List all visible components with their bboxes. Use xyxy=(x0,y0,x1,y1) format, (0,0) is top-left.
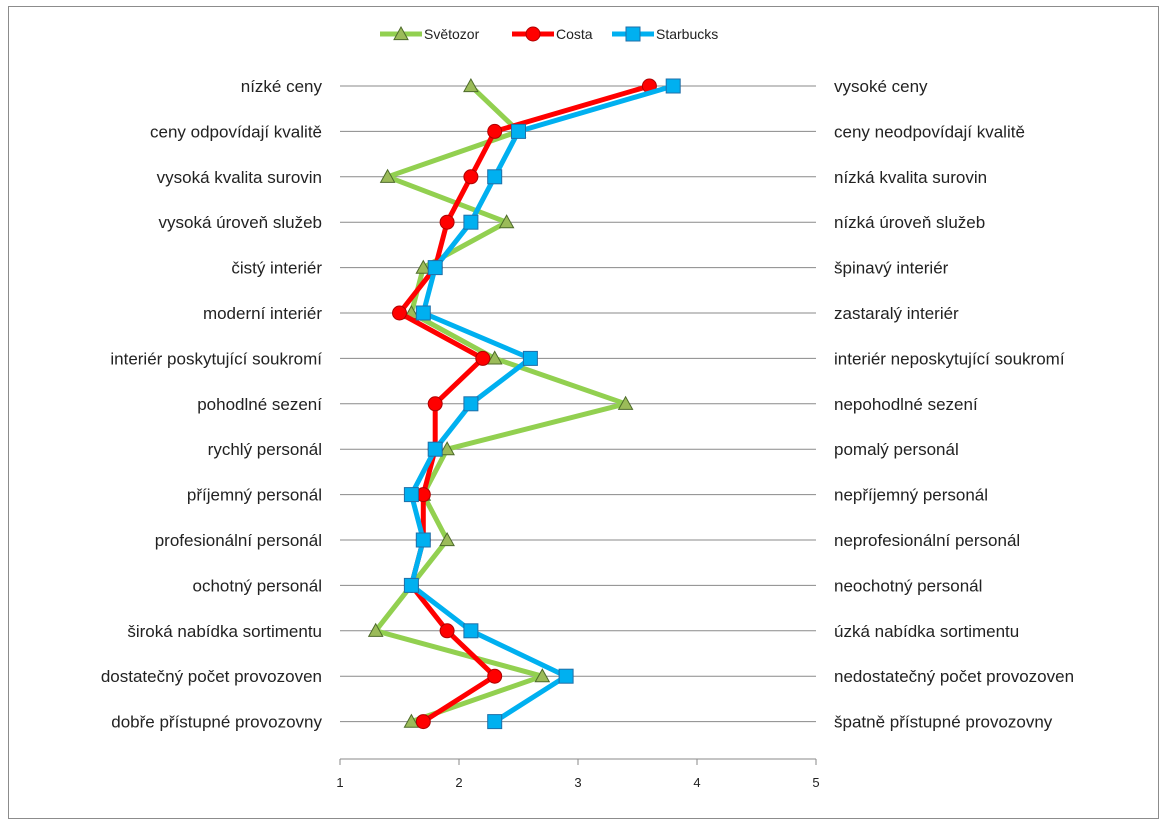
category-label-right: zastaralý interiér xyxy=(834,304,959,323)
category-label-left: profesionální personál xyxy=(155,531,322,550)
data-point xyxy=(415,714,431,730)
legend-item: Starbucks xyxy=(612,26,718,42)
data-point xyxy=(498,214,515,229)
category-label-left: ochotný personál xyxy=(193,576,322,595)
category-label-right: špatně přístupné provozovny xyxy=(834,713,1053,732)
data-point xyxy=(463,169,479,185)
data-point xyxy=(463,214,479,230)
legend-item: Costa xyxy=(512,26,593,42)
data-point xyxy=(463,77,479,93)
category-label-left: dobře přístupné provozovny xyxy=(111,713,322,732)
left-category-labels: nízké ceny ceny odpovídají kvalitě vysoká … xyxy=(101,77,323,732)
x-tick-label: 1 xyxy=(336,775,343,790)
x-axis: 1 2 3 4 5 xyxy=(336,758,820,790)
data-point xyxy=(511,123,526,139)
data-point xyxy=(379,168,396,183)
legend: Světozor Costa Starbucks xyxy=(380,25,718,42)
legend-label: Costa xyxy=(556,26,593,42)
category-label-right: nepohodlné sezení xyxy=(834,395,978,414)
right-category-labels: vysoké ceny ceny neodpovídají kvalitě nízk… xyxy=(834,77,1074,732)
category-label-right: nízká kvalita surovin xyxy=(834,168,987,187)
legend-marker xyxy=(625,26,641,42)
data-point xyxy=(487,714,503,730)
data-point xyxy=(367,622,384,637)
legend-label: Světozor xyxy=(424,26,480,42)
data-point xyxy=(522,350,538,366)
series-layer xyxy=(367,77,681,730)
data-point xyxy=(463,623,479,639)
legend-marker xyxy=(393,25,409,41)
data-point xyxy=(486,350,503,365)
data-point xyxy=(487,169,503,185)
x-tick-label: 4 xyxy=(693,775,700,790)
category-label-right: neochotný personál xyxy=(834,576,982,595)
data-point xyxy=(427,441,443,457)
legend-item: Světozor xyxy=(380,25,480,42)
category-label-left: nízké ceny xyxy=(241,77,323,96)
category-label-left: interiér poskytující soukromí xyxy=(110,349,322,368)
series-0 xyxy=(367,77,634,728)
legend-label: Starbucks xyxy=(656,26,718,42)
data-point xyxy=(415,532,431,548)
x-tick-label: 2 xyxy=(455,775,462,790)
category-label-right: ceny neodpovídají kvalitě xyxy=(834,122,1025,141)
data-point xyxy=(665,78,681,94)
category-label-left: ceny odpovídají kvalitě xyxy=(150,122,322,141)
category-label-left: čistý interiér xyxy=(231,259,322,278)
data-point xyxy=(558,668,574,684)
data-point xyxy=(415,305,431,321)
category-label-left: dostatečný počet provozoven xyxy=(101,667,322,686)
data-point xyxy=(534,668,551,683)
category-label-right: nízká úroveň služeb xyxy=(834,213,985,232)
data-point xyxy=(439,441,455,456)
data-point xyxy=(439,623,455,639)
data-point xyxy=(617,395,634,410)
data-point xyxy=(487,668,503,684)
category-label-right: pomalý personál xyxy=(834,440,959,459)
category-label-right: interiér neposkytující soukromí xyxy=(834,349,1065,368)
data-point xyxy=(392,305,407,321)
data-point xyxy=(439,214,455,230)
series-2 xyxy=(403,78,681,730)
category-label-right: nepříjemný personál xyxy=(834,486,988,505)
category-label-right: špinavý interiér xyxy=(834,259,949,278)
data-point xyxy=(463,396,479,412)
data-point xyxy=(439,531,455,547)
category-label-left: příjemný personál xyxy=(187,486,322,505)
data-point xyxy=(427,396,443,412)
data-point xyxy=(415,259,432,274)
category-label-left: vysoká kvalita surovin xyxy=(157,168,322,187)
x-tick-label: 5 xyxy=(812,775,819,790)
category-label-left: rychlý personál xyxy=(208,440,322,459)
data-point xyxy=(475,350,491,366)
category-label-left: pohodlné sezení xyxy=(197,395,322,414)
category-label-right: úzká nabídka sortimentu xyxy=(834,622,1019,641)
category-label-left: vysoká úroveň služeb xyxy=(159,213,322,232)
data-point xyxy=(487,123,503,139)
x-tick-label: 3 xyxy=(574,775,581,790)
data-point xyxy=(427,260,443,276)
data-point xyxy=(403,577,419,593)
category-label-right: vysoké ceny xyxy=(834,77,928,96)
data-point xyxy=(403,713,420,728)
legend-marker xyxy=(525,26,541,42)
category-label-right: neprofesionální personál xyxy=(834,531,1020,550)
category-label-right: nedostatečný počet provozoven xyxy=(834,667,1074,686)
category-label-left: široká nabídka sortimentu xyxy=(127,622,322,641)
data-point xyxy=(403,487,419,503)
category-label-left: moderní interiér xyxy=(203,304,322,323)
